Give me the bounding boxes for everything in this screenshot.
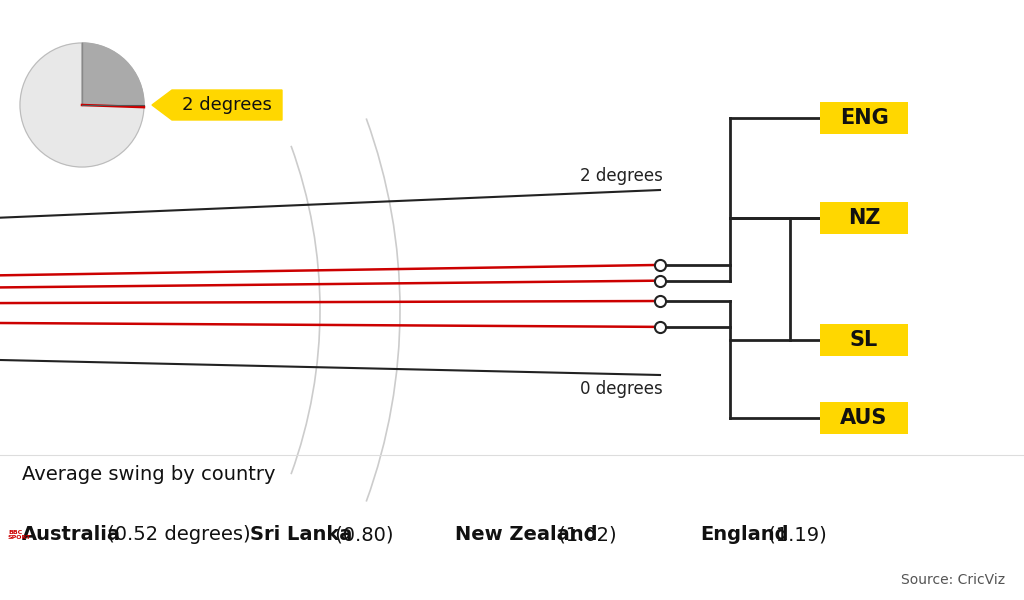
Polygon shape: [152, 90, 282, 120]
Text: (0.52 degrees): (0.52 degrees): [101, 526, 251, 545]
Text: Sri Lanka: Sri Lanka: [250, 526, 352, 545]
FancyBboxPatch shape: [820, 402, 908, 434]
Text: ENG: ENG: [840, 108, 889, 128]
Text: (1.19): (1.19): [762, 526, 826, 545]
Text: Source: CricViz: Source: CricViz: [901, 573, 1005, 587]
Text: BBC
SPORT: BBC SPORT: [8, 530, 32, 541]
Text: AUS: AUS: [841, 408, 888, 428]
Text: (1.02): (1.02): [552, 526, 616, 545]
FancyBboxPatch shape: [820, 102, 908, 134]
Text: 2 degrees: 2 degrees: [580, 167, 663, 185]
Text: Average swing by country: Average swing by country: [22, 466, 275, 485]
Circle shape: [20, 43, 144, 167]
Text: New Zealand: New Zealand: [455, 526, 597, 545]
Wedge shape: [82, 43, 144, 105]
Text: NZ: NZ: [848, 208, 881, 228]
Text: 2 degrees: 2 degrees: [182, 96, 272, 114]
Text: Australia: Australia: [22, 526, 121, 545]
FancyBboxPatch shape: [820, 202, 908, 234]
Text: England: England: [700, 526, 788, 545]
Text: (0.80): (0.80): [329, 526, 393, 545]
FancyBboxPatch shape: [820, 324, 908, 356]
Text: SL: SL: [850, 330, 879, 350]
Text: 0 degrees: 0 degrees: [580, 380, 663, 398]
